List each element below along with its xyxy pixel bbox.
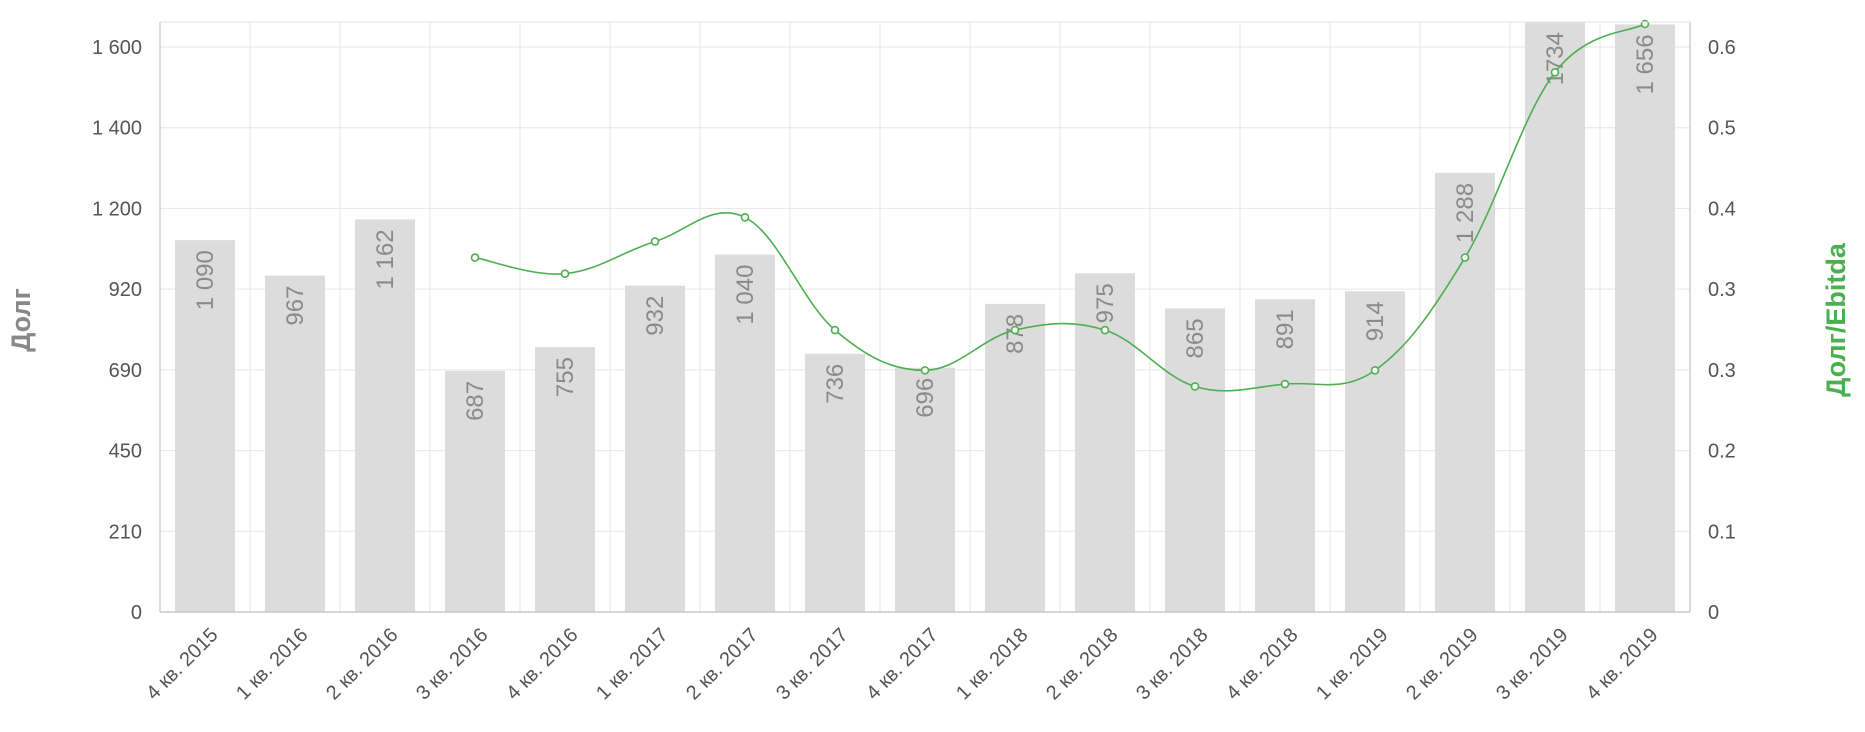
right-axis-ticks: 0 0.1 0.2 0.3 0.3 0.4 0.5 0.6: [1708, 37, 1736, 624]
debt-ebitda-point: [1190, 382, 1200, 391]
right-axis-title: Долг/Ebitda: [1821, 242, 1851, 397]
left-axis-ticks: 0 210 450 690 920 1 200 1 400 1 600: [92, 37, 142, 624]
x-tick-label: 4 кв. 2016: [502, 624, 582, 704]
x-tick-label: 3 кв. 2017: [772, 624, 852, 704]
debt-bar: [175, 240, 235, 612]
grid-lines: [160, 22, 1690, 612]
debt-bar: [625, 285, 685, 612]
left-tick-label: 450: [109, 441, 142, 463]
left-axis-title: Долг: [6, 288, 36, 352]
debt-bar-label: 736: [822, 364, 849, 404]
x-tick-label: 3 кв. 2019: [1492, 624, 1572, 704]
right-tick-label: 0: [1708, 602, 1719, 624]
debt-bar: [535, 347, 595, 612]
left-tick-label: 690: [109, 360, 142, 382]
debt-ebitda-point: [1370, 366, 1380, 375]
debt-ebitda-point: [740, 213, 750, 222]
debt-ebitda-point: [650, 237, 660, 246]
x-tick-label: 4 кв. 2019: [1582, 624, 1662, 704]
debt-bar: [1615, 24, 1675, 612]
debt-ebitda-point: [560, 269, 570, 278]
debt-ebitda-point: [920, 366, 930, 375]
debt-bar-label: 755: [552, 357, 579, 397]
debt-bars: [175, 22, 1675, 612]
left-tick-label: 210: [109, 521, 142, 543]
debt-bar-label: 1734: [1542, 32, 1569, 85]
debt-bar: [1435, 172, 1495, 612]
debt-ebitda-points: [470, 19, 1650, 391]
left-tick-label: 1 400: [92, 118, 142, 140]
x-tick-label: 3 кв. 2016: [412, 624, 492, 704]
debt-bar: [1525, 22, 1585, 612]
debt-bar: [985, 303, 1045, 612]
debt-bar-label: 1 656: [1632, 34, 1659, 94]
left-tick-label: 1 600: [92, 37, 142, 59]
plot-frame: [159, 21, 1691, 613]
x-tick-label: 3 кв. 2018: [1132, 624, 1212, 704]
debt-bar: [805, 353, 865, 612]
debt-bar: [355, 219, 415, 612]
right-tick-label: 0.4: [1708, 198, 1736, 220]
x-tick-label: 4 кв. 2015: [142, 624, 222, 704]
debt-bar: [1345, 291, 1405, 612]
x-axis-ticks: 4 кв. 2015 1 кв. 2016 2 кв. 2016 3 кв. 2016…: [142, 624, 1662, 704]
debt-bar-label: 932: [642, 296, 669, 336]
debt-bar-label: 1 090: [192, 250, 219, 310]
x-tick-label: 1 кв. 2017: [592, 624, 672, 704]
debt-ebitda-point: [1010, 325, 1020, 335]
debt-bar-label: 865: [1182, 318, 1209, 358]
debt-ebitda-point: [1280, 379, 1290, 389]
debt-ebitda-point: [1460, 253, 1470, 262]
right-tick-label: 0.3: [1708, 360, 1736, 382]
x-tick-label: 1 кв. 2019: [1312, 624, 1392, 704]
debt-bar-label: 891: [1272, 309, 1299, 349]
x-tick-label: 4 кв. 2017: [862, 624, 942, 704]
debt-bar-label: 1 162: [372, 229, 399, 289]
x-tick-label: 1 кв. 2018: [952, 624, 1032, 704]
debt-ebitda-point: [1100, 325, 1110, 335]
right-tick-label: 0.2: [1708, 441, 1736, 463]
x-tick-label: 2 кв. 2016: [322, 624, 402, 704]
right-tick-label: 0.3: [1708, 279, 1736, 301]
debt-ebitda-point: [470, 253, 480, 262]
debt-bar-label: 967: [282, 286, 309, 326]
x-tick-label: 2 кв. 2017: [682, 624, 762, 704]
debt-bar-label: 1 288: [1452, 183, 1479, 243]
x-tick-label: 4 кв. 2018: [1222, 624, 1302, 704]
debt-bar-label: 687: [462, 381, 489, 421]
debt-bar: [445, 370, 505, 612]
x-tick-label: 2 кв. 2018: [1042, 624, 1122, 704]
debt-bar-label: 696: [912, 378, 939, 418]
left-tick-label: 0: [131, 602, 142, 624]
debt-bar-label: 975: [1092, 283, 1119, 323]
x-tick-label: 1 кв. 2016: [232, 624, 312, 704]
debt-bar: [265, 275, 325, 612]
right-tick-label: 0.1: [1708, 521, 1736, 543]
debt-ebitda-point: [1550, 68, 1560, 77]
x-tick-label: 2 кв. 2019: [1402, 624, 1482, 704]
right-tick-label: 0.5: [1708, 118, 1736, 140]
debt-bar-label: 1 040: [732, 265, 759, 325]
left-tick-label: 920: [109, 279, 142, 301]
right-tick-label: 0.6: [1708, 37, 1736, 59]
debt-bar: [1255, 299, 1315, 612]
debt-bar: [715, 254, 775, 612]
debt-bar-label: 914: [1362, 301, 1389, 341]
left-tick-label: 1 200: [92, 198, 142, 220]
debt-bar: [895, 367, 955, 612]
debt-bar: [1165, 308, 1225, 612]
debt-ebitda-point: [830, 325, 840, 335]
